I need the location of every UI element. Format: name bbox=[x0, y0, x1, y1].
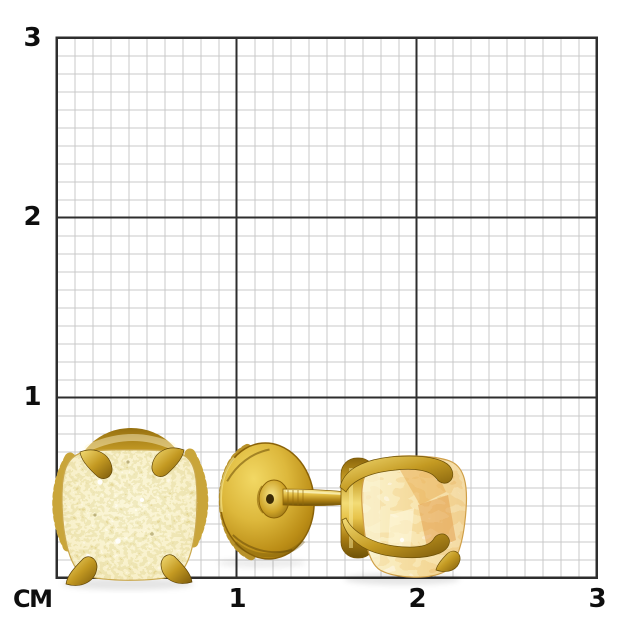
prong-rail-bottom bbox=[341, 517, 450, 559]
stud-earring-side-view bbox=[339, 455, 468, 578]
hub-crease bbox=[256, 485, 264, 514]
x-axis-tick-2: 2 bbox=[408, 584, 426, 614]
clasp-serrated-edge-left bbox=[52, 452, 76, 552]
stud-earring-front-view bbox=[52, 428, 209, 586]
prong-bottom-right bbox=[160, 554, 193, 584]
post-threads bbox=[287, 490, 304, 505]
screw-back-clasp-side-view bbox=[218, 442, 347, 562]
post-highlight bbox=[285, 490, 345, 495]
threaded-post bbox=[282, 488, 347, 507]
disc-seam-bottom bbox=[232, 534, 293, 554]
disc-rim-highlight bbox=[219, 456, 236, 513]
unit-label-cm: СМ bbox=[13, 585, 53, 613]
prong-bottom-left bbox=[65, 556, 98, 586]
prong-foot-bottom-right bbox=[435, 550, 461, 572]
x-axis-tick-1: 1 bbox=[228, 584, 246, 614]
y-axis-tick-1: 1 bbox=[23, 382, 41, 412]
grid-border bbox=[55, 36, 598, 579]
hub-center-hole bbox=[266, 494, 274, 504]
x-axis-tick-3: 3 bbox=[588, 584, 606, 614]
y-axis-tick-3: 3 bbox=[23, 23, 41, 53]
y-axis-tick-2: 2 bbox=[23, 202, 41, 232]
prong-rail-top bbox=[339, 455, 454, 493]
disc-bottom-shading bbox=[234, 539, 306, 558]
disc-seam-top bbox=[226, 448, 270, 482]
dome-highlight bbox=[84, 434, 176, 452]
prongs-front bbox=[65, 447, 193, 586]
prong-top-left bbox=[79, 449, 113, 479]
prongs-side bbox=[339, 455, 461, 572]
cast-shadows bbox=[62, 558, 460, 590]
prong-top-right bbox=[151, 447, 185, 477]
clasp-serrated-edge-right bbox=[184, 448, 209, 548]
